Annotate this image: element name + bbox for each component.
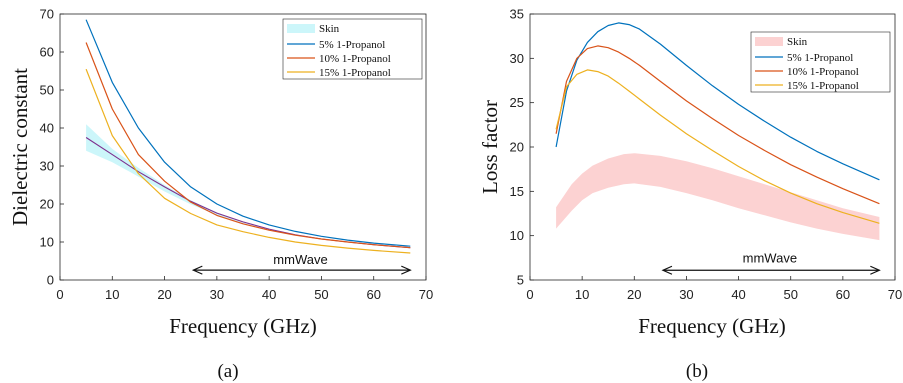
y-tick-label: 50 (40, 83, 54, 98)
mmwave-label: mmWave (743, 251, 797, 266)
legend-label-10pct-b: 10% 1-Propanol (787, 66, 859, 78)
caption-b: (b) (686, 361, 708, 382)
plot-area-b (555, 22, 880, 241)
y-tick-label: 0 (47, 273, 54, 288)
legend-label-10pct-a: 10% 1-Propanol (319, 53, 391, 65)
x-tick-label: 30 (679, 287, 693, 302)
y-tick-label: 20 (510, 140, 524, 155)
legend-label-5pct-b: 5% 1-Propanol (787, 52, 853, 64)
x-tick-label: 70 (888, 287, 902, 302)
y-tick-label: 35 (510, 7, 524, 22)
y-tick-label: 5 (517, 273, 524, 288)
axes-box-b (529, 13, 896, 281)
mmwave-annotation-b: mmWave (661, 251, 881, 275)
x-tick-label: 40 (731, 287, 745, 302)
legend-b: Skin 5% 1-Propanol 10% 1-Propanol 15% 1-… (750, 31, 891, 93)
y-axis-label-b: Loss factor (478, 100, 502, 194)
legend-label-skin-b: Skin (787, 36, 808, 48)
x-tick-label: 10 (575, 287, 589, 302)
skin-band-b (556, 153, 880, 241)
mmwave-label: mmWave (273, 252, 327, 267)
legend-label-5pct-a: 5% 1-Propanol (319, 39, 385, 51)
legend-label-skin-a: Skin (319, 23, 340, 35)
series-line-3-a (85, 68, 411, 254)
legend-label-15pct-a: 15% 1-Propanol (319, 67, 391, 79)
x-ticks-b: 0 10 20 30 40 50 60 70 (526, 276, 902, 302)
mmwave-arrow-head-right (401, 265, 412, 275)
mmwave-arrow-head-left (191, 265, 203, 275)
legend-swatch-skin-b (755, 37, 783, 46)
caption-a: (a) (217, 361, 238, 382)
legend-swatch-skin-a (287, 24, 315, 33)
y-tick-label: 30 (40, 159, 54, 174)
y-tick-label: 60 (40, 45, 54, 60)
legend-a: Skin 5% 1-Propanol 10% 1-Propanol 15% 1-… (282, 18, 423, 80)
mmwave-arrow-head-left (661, 265, 673, 275)
mmwave-annotation-a: mmWave (191, 252, 412, 275)
chart-a: 0 10 20 30 40 50 60 70 0 10 20 30 40 50 60 70 Skin 5% … (8, 7, 433, 383)
x-tick-label: 20 (157, 287, 171, 302)
y-ticks-a: 0 10 20 30 40 50 60 70 (40, 7, 64, 288)
x-ticks-a: 0 10 20 30 40 50 60 70 (56, 276, 433, 302)
y-tick-label: 10 (40, 235, 54, 250)
mmwave-arrow-head-right (870, 265, 881, 275)
y-tick-label: 30 (510, 51, 524, 66)
axes-box-a (59, 13, 427, 281)
legend-label-15pct-b: 15% 1-Propanol (787, 80, 859, 92)
x-tick-label: 40 (262, 287, 276, 302)
series-line-1-a (85, 19, 411, 247)
y-tick-label: 20 (40, 197, 54, 212)
x-tick-label: 0 (526, 287, 533, 302)
series-line-2-a (85, 42, 411, 249)
x-tick-label: 60 (366, 287, 380, 302)
y-tick-label: 25 (510, 95, 524, 110)
x-tick-label: 50 (314, 287, 328, 302)
series-line-2-b (555, 45, 880, 205)
x-axis-label-a: Frequency (GHz) (169, 314, 317, 338)
y-tick-label: 10 (510, 228, 524, 243)
x-tick-label: 0 (56, 287, 63, 302)
x-tick-label: 30 (210, 287, 224, 302)
series-line-1-b (555, 22, 880, 181)
y-axis-label-a: Dielectric constant (8, 68, 32, 226)
x-tick-label: 60 (836, 287, 850, 302)
plot-area-a (85, 19, 411, 254)
y-ticks-b: 5 10 15 20 25 30 35 (510, 7, 534, 288)
x-axis-label-b: Frequency (GHz) (638, 314, 786, 338)
x-tick-label: 10 (105, 287, 119, 302)
x-tick-label: 20 (627, 287, 641, 302)
y-tick-label: 70 (40, 7, 54, 22)
x-tick-label: 50 (783, 287, 797, 302)
x-tick-label: 70 (419, 287, 433, 302)
y-tick-label: 15 (510, 184, 524, 199)
y-tick-label: 40 (40, 121, 54, 136)
chart-b: 5 10 15 20 25 30 35 0 10 20 30 40 50 60 70 Skin 5% 1-… (478, 7, 902, 383)
series-line-3-b (555, 69, 880, 224)
